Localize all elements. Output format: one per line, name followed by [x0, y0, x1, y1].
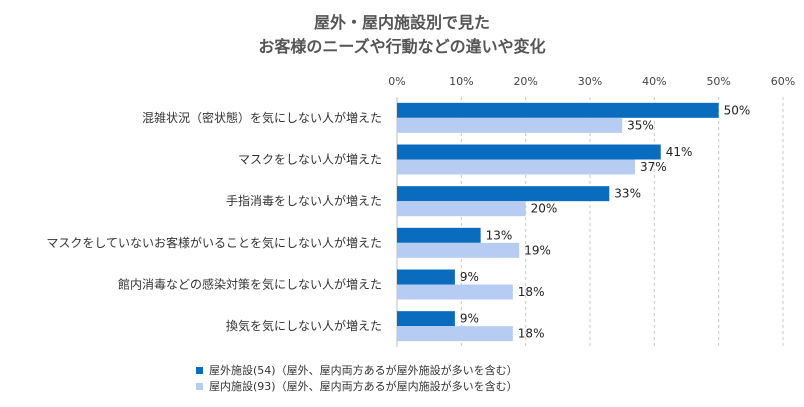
chart-title-line2: お客様のニーズや行動などの違いや変化 [258, 37, 546, 56]
x-tick-label: 60% [771, 75, 795, 88]
bar [397, 144, 661, 160]
x-tick-label: 30% [578, 75, 602, 88]
bar [397, 227, 481, 243]
category-label: 混雑状況（密状態）を気にしない人が増えた [142, 110, 382, 125]
x-tick-label: 50% [706, 75, 730, 88]
category-label: 手指消毒をしない人が増えた [226, 193, 382, 208]
bar [397, 311, 455, 327]
bar [397, 201, 526, 217]
chart-title-line1: 屋外・屋内施設別で見た [313, 13, 490, 32]
data-label: 33% [614, 187, 641, 201]
bar [397, 269, 455, 285]
data-label: 18% [518, 327, 545, 341]
data-label: 37% [640, 160, 667, 174]
category-label: マスクをしていないお客様がいることを気にしない人が増えた [46, 235, 382, 250]
data-label: 50% [724, 103, 751, 117]
x-tick-label: 20% [513, 75, 537, 88]
bar [397, 117, 623, 133]
data-label: 9% [460, 312, 479, 326]
bar [397, 159, 636, 175]
data-label: 41% [666, 145, 693, 159]
legend-item-outdoor: 屋外施設(54)（屋外、屋内両方あるが屋外施設が多いを含む） [196, 362, 518, 378]
legend-swatch-indoor [196, 382, 203, 390]
data-label: 35% [627, 118, 654, 132]
legend-item-indoor: 屋内施設(93)（屋外、屋内両方あるが屋内施設が多いを含む） [196, 378, 518, 394]
data-label: 20% [531, 202, 558, 216]
data-label: 13% [486, 228, 513, 242]
x-tick-label: 0% [388, 75, 405, 88]
data-label: 9% [460, 270, 479, 284]
category-label: 換気を気にしない人が増えた [226, 318, 382, 333]
bar [397, 326, 513, 342]
x-tick-label: 40% [642, 75, 666, 88]
category-label: 館内消毒などの感染対策を気にしない人が増えた [118, 277, 382, 292]
data-label: 19% [524, 243, 551, 257]
bar [397, 242, 520, 258]
legend-label-outdoor: 屋外施設(54)（屋外、屋内両方あるが屋外施設が多いを含む） [209, 364, 518, 377]
bar [397, 102, 719, 118]
data-label: 18% [518, 285, 545, 299]
bar [397, 284, 513, 300]
x-tick-label: 10% [449, 75, 473, 88]
legend-label-indoor: 屋内施設(93)（屋外、屋内両方あるが屋内施設が多いを含む） [209, 380, 518, 393]
bar [397, 186, 610, 202]
legend-swatch-outdoor [196, 366, 203, 374]
category-label: マスクをしない人が増えた [238, 152, 382, 167]
